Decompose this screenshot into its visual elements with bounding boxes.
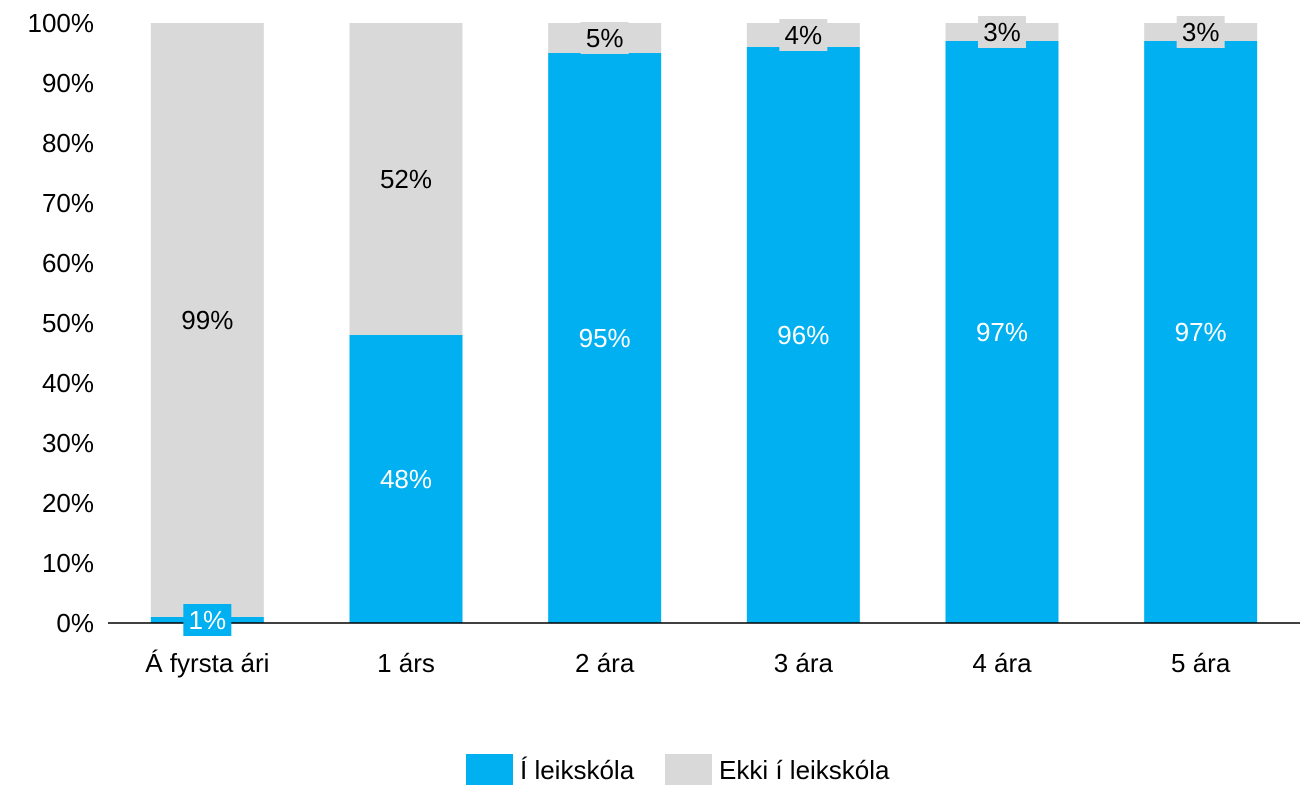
x-tick-label: 1 árs — [377, 648, 435, 678]
value-label-bg — [779, 19, 828, 51]
value-label-bg — [1176, 16, 1225, 48]
bar-segment — [746, 47, 860, 623]
y-tick-label: 70% — [42, 188, 94, 218]
x-tick-label: 3 ára — [774, 648, 834, 678]
legend-label: Ekki í leikskóla — [719, 755, 890, 785]
value-label-bg — [580, 22, 629, 54]
bar-segment — [548, 53, 662, 623]
value-label: 4% — [785, 20, 823, 50]
value-label-bg — [978, 16, 1026, 48]
value-label: 96% — [777, 320, 829, 350]
y-tick-label: 60% — [42, 248, 94, 278]
value-label: 99% — [181, 305, 233, 335]
bar-segment — [349, 335, 463, 623]
value-label: 97% — [1175, 317, 1227, 347]
y-tick-label: 40% — [42, 368, 94, 398]
bar-segment — [150, 23, 264, 617]
x-tick-label: 5 ára — [1171, 648, 1231, 678]
y-tick-label: 50% — [42, 308, 94, 338]
y-tick-label: 100% — [28, 8, 95, 38]
value-label: 5% — [586, 23, 624, 53]
x-tick-label: 2 ára — [575, 648, 635, 678]
y-tick-label: 0% — [56, 608, 94, 638]
legend-label: Í leikskóla — [520, 755, 635, 785]
value-label-bg — [183, 604, 232, 636]
x-tick-label: 4 ára — [972, 648, 1032, 678]
value-label: 97% — [976, 317, 1028, 347]
bar-segment — [945, 41, 1059, 623]
value-label: 1% — [189, 605, 227, 635]
bar-segment — [1144, 41, 1258, 623]
value-label: 48% — [380, 464, 432, 494]
bar-segment — [349, 23, 463, 335]
legend-swatch — [665, 754, 712, 785]
y-tick-label: 10% — [42, 548, 94, 578]
value-label: 3% — [1182, 17, 1220, 47]
value-label: 3% — [983, 17, 1021, 47]
y-tick-label: 80% — [42, 128, 94, 158]
legend-swatch — [466, 754, 513, 785]
y-tick-label: 20% — [42, 488, 94, 518]
value-label: 95% — [579, 323, 631, 353]
y-tick-label: 30% — [42, 428, 94, 458]
y-tick-label: 90% — [42, 68, 94, 98]
x-tick-label: Á fyrsta ári — [145, 648, 269, 678]
value-label: 52% — [380, 164, 432, 194]
